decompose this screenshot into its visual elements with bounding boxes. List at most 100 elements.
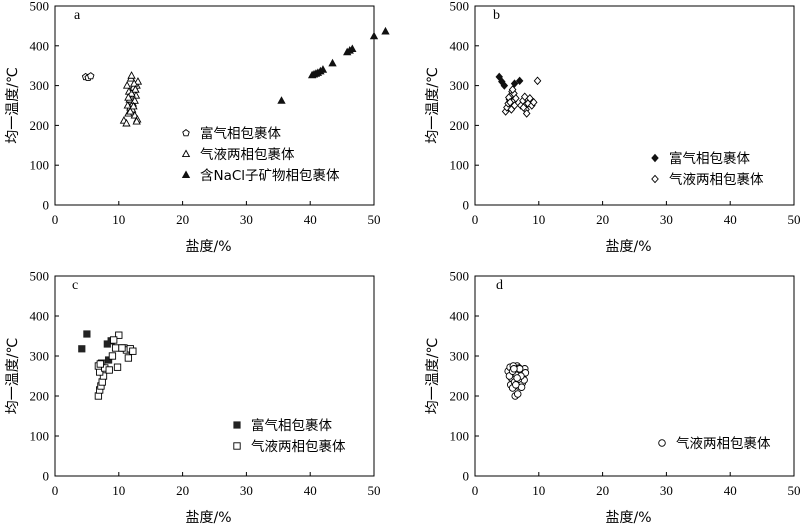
series-3 xyxy=(277,27,390,104)
data-point xyxy=(510,365,518,373)
x-tick-label: 30 xyxy=(660,483,673,498)
x-tick-label: 20 xyxy=(176,483,189,498)
legend-entry: 富气相包裹体 xyxy=(200,125,281,142)
y-tick-label: 500 xyxy=(30,269,50,284)
data-point xyxy=(83,330,91,338)
y-tick-label: 500 xyxy=(30,0,50,14)
legend-entry: 气液两相包裹体 xyxy=(251,439,346,455)
y-tick-label: 300 xyxy=(30,78,50,93)
x-tick-label: 0 xyxy=(472,212,479,227)
x-tick-label: 40 xyxy=(304,483,317,498)
y-tick-label: 300 xyxy=(30,349,50,364)
panel-label: b xyxy=(493,8,500,23)
data-point xyxy=(124,354,133,362)
y-tick-label: 400 xyxy=(30,309,50,324)
data-point xyxy=(533,76,542,85)
x-tick-label: 30 xyxy=(240,483,253,498)
y-tick-label: 400 xyxy=(450,309,470,324)
data-point xyxy=(123,81,131,89)
data-point xyxy=(111,344,120,352)
panel-label: a xyxy=(74,8,81,23)
series-2 xyxy=(94,331,137,400)
y-tick-label: 0 xyxy=(43,198,50,213)
data-point xyxy=(108,352,117,360)
x-tick-label: 0 xyxy=(52,483,59,498)
data-point xyxy=(513,390,522,398)
x-tick-label: 10 xyxy=(112,483,125,498)
y-tick-label: 100 xyxy=(450,429,470,444)
legend-marker xyxy=(233,442,241,450)
y-axis-label: 均一温度/℃ xyxy=(425,338,441,414)
legend-entry: 气液两相包裹体 xyxy=(200,147,295,163)
x-tick-label: 40 xyxy=(724,483,737,498)
y-tick-label: 300 xyxy=(450,78,470,93)
y-tick-label: 0 xyxy=(463,469,470,484)
data-point xyxy=(87,72,95,80)
y-tick-label: 300 xyxy=(450,349,470,364)
series-1 xyxy=(495,72,524,90)
data-point xyxy=(78,345,86,353)
series-1 xyxy=(81,72,95,81)
legend-marker xyxy=(651,153,659,163)
legend-marker xyxy=(658,439,666,447)
x-tick-label: 50 xyxy=(368,212,381,227)
y-tick-label: 200 xyxy=(450,118,470,133)
x-tick-label: 0 xyxy=(52,212,59,227)
series-1 xyxy=(504,362,530,400)
legend-entry: 富气相包裹体 xyxy=(669,150,750,167)
legend-marker xyxy=(182,149,190,158)
data-point xyxy=(94,392,103,400)
legend-entry: 气液两相包裹体 xyxy=(676,436,771,452)
x-axis-label: 盐度/% xyxy=(185,510,231,526)
y-tick-label: 100 xyxy=(450,158,470,173)
x-tick-label: 20 xyxy=(596,483,609,498)
y-tick-label: 200 xyxy=(30,118,50,133)
series-2 xyxy=(501,76,542,118)
panel-c: 0 10 20 30 40 500100200300400500盐度/%均一温度/℃c富气… xyxy=(5,269,381,527)
legend-entry: 富气相包裹体 xyxy=(251,417,332,434)
data-point xyxy=(381,27,390,35)
x-axis-label: 盐度/% xyxy=(605,239,651,255)
x-tick-label: 50 xyxy=(788,483,800,498)
data-point xyxy=(113,363,122,371)
plot-frame xyxy=(474,275,795,477)
panel-b: 0 10 20 30 40 500100200300400500盐度/%均一温度/℃b富气… xyxy=(425,0,800,255)
x-tick-label: 40 xyxy=(724,212,737,227)
legend-entry: 含NaCl子矿物相包裹体 xyxy=(200,168,340,184)
data-point xyxy=(105,366,113,374)
panel-label: d xyxy=(496,278,503,293)
x-tick-label: 0 xyxy=(472,483,479,498)
data-point xyxy=(328,59,337,67)
data-point xyxy=(513,374,521,382)
plot-frame xyxy=(474,5,795,206)
data-point xyxy=(129,347,137,355)
series-2 xyxy=(120,71,142,127)
x-tick-label: 50 xyxy=(788,212,800,227)
x-tick-label: 30 xyxy=(660,212,673,227)
data-point xyxy=(98,378,106,386)
panel-d: 0 10 20 30 40 500100200300400500盐度/%均一温度/℃d气液… xyxy=(425,269,800,527)
legend-marker xyxy=(233,421,241,429)
y-tick-label: 0 xyxy=(463,198,470,213)
legend-entry: 气液两相包裹体 xyxy=(669,172,764,188)
x-tick-label: 20 xyxy=(596,212,609,227)
x-tick-label: 40 xyxy=(304,212,317,227)
x-tick-label: 30 xyxy=(240,212,253,227)
panel-a: 0 10 20 30 40 500100200300400500盐度/%均一温度/℃a富气… xyxy=(5,0,390,255)
y-tick-label: 0 xyxy=(43,469,50,484)
x-tick-label: 20 xyxy=(176,212,189,227)
y-tick-label: 400 xyxy=(450,38,470,53)
y-axis-label: 均一温度/℃ xyxy=(425,67,441,143)
x-tick-label: 10 xyxy=(112,212,125,227)
legend: 气液两相包裹体 xyxy=(658,436,771,452)
y-axis-label: 均一温度/℃ xyxy=(5,338,21,414)
data-point xyxy=(118,344,126,352)
panel-label: c xyxy=(72,278,78,293)
y-tick-label: 100 xyxy=(30,429,50,444)
data-point xyxy=(110,336,118,344)
plot-frame xyxy=(54,5,375,206)
x-tick-label: 10 xyxy=(532,212,545,227)
